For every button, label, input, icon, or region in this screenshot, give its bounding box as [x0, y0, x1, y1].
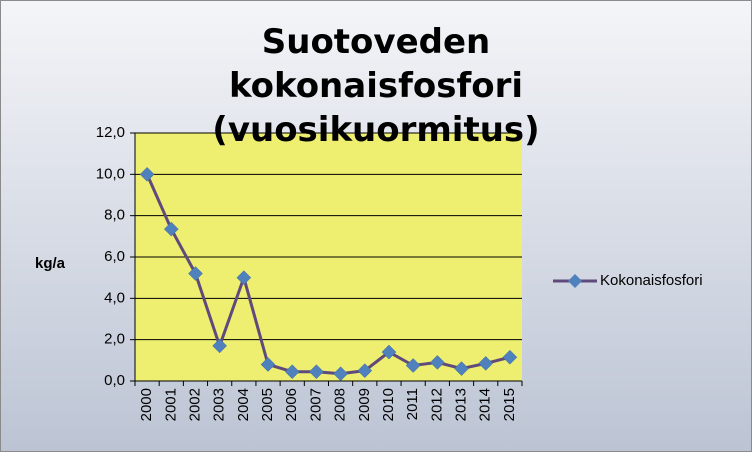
data-point	[429, 355, 445, 370]
data-point	[405, 358, 421, 373]
legend-marker	[568, 274, 582, 288]
data-point	[139, 166, 155, 182]
data-point	[260, 357, 276, 372]
x-tick-label: 2005	[259, 388, 276, 421]
x-tick-label: 2009	[356, 388, 373, 421]
x-tick-label: 2001	[162, 388, 179, 421]
x-tick-label: 2003	[211, 388, 228, 421]
x-tick-label: 2004	[235, 388, 252, 421]
x-tick-label: 2013	[453, 388, 470, 421]
y-tick-label: 8,0	[104, 207, 125, 224]
data-point	[212, 338, 228, 354]
data-point	[236, 270, 252, 286]
legend-label: Kokonaisfosfori	[600, 272, 703, 289]
y-tick-label: 2,0	[104, 331, 125, 348]
x-tick-label: 2015	[501, 388, 518, 421]
x-tick-label: 2007	[307, 388, 324, 421]
data-point	[163, 221, 179, 237]
data-point	[357, 363, 373, 379]
y-tick-label: 12,0	[96, 124, 125, 141]
y-tick-label: 6,0	[104, 248, 125, 265]
chart-title: Suotoveden kokonaisfosfori (vuosikuormit…	[212, 22, 540, 150]
series-line	[145, 173, 511, 376]
y-tick-label: 10,0	[96, 165, 125, 182]
data-point	[333, 366, 348, 382]
data-point	[381, 344, 397, 360]
data-point	[284, 364, 300, 380]
data-point	[502, 349, 518, 365]
x-tick-label: 2006	[283, 388, 300, 421]
data-point	[309, 364, 324, 380]
y-tick-label: 4,0	[104, 289, 125, 306]
x-tick-label: 2000	[138, 388, 155, 421]
x-tick-label: 2002	[186, 388, 203, 421]
x-tick-label: 2014	[477, 388, 494, 421]
data-point	[454, 361, 469, 376]
y-axis-label: kg/a	[35, 255, 66, 272]
x-tick-label: 2008	[332, 388, 349, 421]
x-tick-label: 2011	[404, 388, 421, 420]
data-point	[188, 266, 203, 281]
y-tick-label: 0,0	[104, 372, 125, 389]
data-point	[478, 356, 494, 371]
x-tick-label: 2010	[380, 388, 397, 421]
x-tick-label: 2012	[428, 388, 445, 421]
